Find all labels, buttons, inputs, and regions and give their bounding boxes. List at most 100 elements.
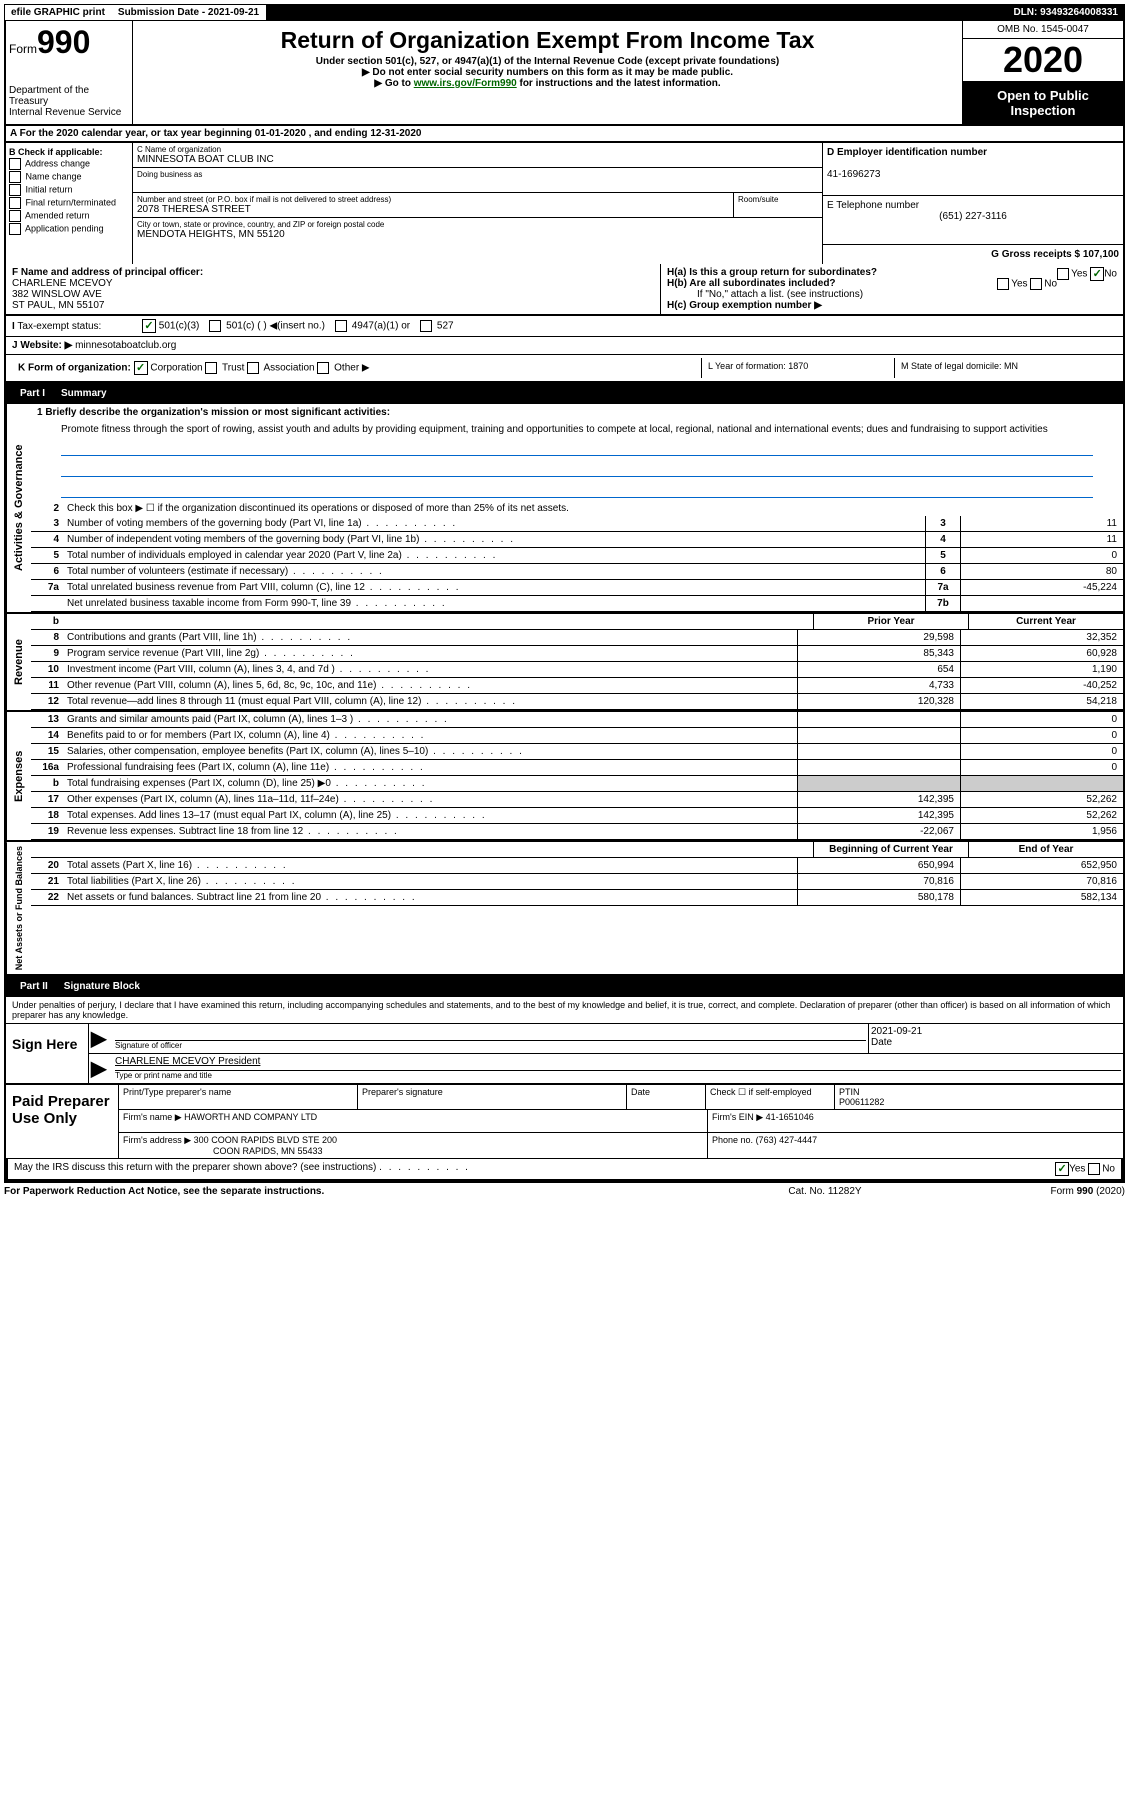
f-officer-addr2: ST PAUL, MN 55107 bbox=[12, 300, 104, 311]
m-state: M State of legal domicile: MN bbox=[894, 358, 1117, 378]
k-form-org: K Form of organization: ✓ Corporation Tr… bbox=[12, 358, 701, 378]
table-row: 12Total revenue—add lines 8 through 11 (… bbox=[31, 694, 1123, 710]
j-website[interactable]: minnesotaboatclub.org bbox=[75, 340, 176, 351]
omb-number: OMB No. 1545-0047 bbox=[963, 21, 1123, 39]
i-label: I Tax-exempt status: bbox=[12, 321, 132, 332]
j-website-label: Website: ▶ bbox=[20, 340, 72, 351]
table-row: Net unrelated business taxable income fr… bbox=[31, 596, 1123, 612]
cat-no: Cat. No. 11282Y bbox=[725, 1186, 925, 1197]
dba-label: Doing business as bbox=[137, 170, 818, 179]
pp-name-label: Print/Type preparer's name bbox=[119, 1085, 358, 1109]
table-row: 14Benefits paid to or for members (Part … bbox=[31, 728, 1123, 744]
table-row: 19Revenue less expenses. Subtract line 1… bbox=[31, 824, 1123, 840]
ha-row: H(a) Is this a group return for subordin… bbox=[667, 267, 1117, 278]
officer-name-title: CHARLENE MCEVOY President bbox=[115, 1056, 1121, 1071]
type-print-label: Type or print name and title bbox=[115, 1071, 1121, 1080]
f-officer-name: CHARLENE MCEVOY bbox=[12, 278, 113, 289]
firm-ein: Firm's EIN ▶ 41-1651046 bbox=[708, 1110, 1123, 1132]
side-activities: Activities & Governance bbox=[6, 404, 31, 612]
instr-ssn: ▶ Do not enter social security numbers o… bbox=[137, 67, 958, 78]
sign-here: Sign Here bbox=[6, 1024, 89, 1083]
form-number: Form990 bbox=[9, 24, 129, 61]
ptin: PTINP00611282 bbox=[835, 1085, 1123, 1109]
dept-treasury: Department of the Treasury bbox=[9, 85, 129, 107]
col-prior: Prior Year bbox=[813, 614, 968, 629]
f-officer-addr1: 382 WINSLOW AVE bbox=[12, 289, 102, 300]
col-begin: Beginning of Current Year bbox=[813, 842, 968, 857]
tax-501c3[interactable]: ✓ 501(c)(3) bbox=[142, 319, 199, 333]
blank-line bbox=[61, 481, 1093, 498]
arrow-icon: ▶ bbox=[89, 1024, 113, 1053]
discuss-yes-no[interactable]: ✓Yes No bbox=[1055, 1162, 1115, 1176]
pp-date-label: Date bbox=[627, 1085, 706, 1109]
table-row: 5Total number of individuals employed in… bbox=[31, 548, 1123, 564]
table-row: 16aProfessional fundraising fees (Part I… bbox=[31, 760, 1123, 776]
form-title: Return of Organization Exempt From Incom… bbox=[137, 27, 958, 54]
pp-check[interactable]: Check ☐ if self-employed bbox=[706, 1085, 835, 1109]
efile-print[interactable]: efile GRAPHIC print bbox=[5, 5, 112, 20]
check-amended[interactable]: Amended return bbox=[9, 210, 129, 222]
hc-row: H(c) Group exemption number ▶ bbox=[667, 300, 1117, 311]
form-subtitle: Under section 501(c), 527, or 4947(a)(1)… bbox=[137, 56, 958, 67]
table-row: 22Net assets or fund balances. Subtract … bbox=[31, 890, 1123, 906]
tax-527[interactable]: 527 bbox=[420, 320, 453, 332]
submission-date: Submission Date - 2021-09-21 bbox=[112, 5, 266, 20]
side-expenses: Expenses bbox=[6, 712, 31, 840]
sig-date: 2021-09-21 bbox=[871, 1026, 1121, 1037]
firm-name: Firm's name ▶ HAWORTH AND COMPANY LTD bbox=[119, 1110, 708, 1132]
paperwork-notice: For Paperwork Reduction Act Notice, see … bbox=[4, 1186, 725, 1197]
irs: Internal Revenue Service bbox=[9, 107, 129, 118]
d-ein-value: 41-1696273 bbox=[827, 169, 880, 180]
side-revenue: Revenue bbox=[6, 614, 31, 710]
street-label: Number and street (or P.O. box if mail i… bbox=[137, 195, 729, 204]
part2-header: Part II Signature Block bbox=[4, 976, 1125, 997]
instr-link: ▶ Go to www.irs.gov/Form990 for instruct… bbox=[137, 78, 958, 89]
c-name-value: MINNESOTA BOAT CLUB INC bbox=[137, 154, 818, 165]
irs-link[interactable]: www.irs.gov/Form990 bbox=[414, 78, 517, 89]
table-row: bTotal fundraising expenses (Part IX, co… bbox=[31, 776, 1123, 792]
table-row: 13Grants and similar amounts paid (Part … bbox=[31, 712, 1123, 728]
pp-sig-label: Preparer's signature bbox=[358, 1085, 627, 1109]
line1-label: 1 Briefly describe the organization's mi… bbox=[37, 407, 390, 418]
tax-4947[interactable]: 4947(a)(1) or bbox=[335, 320, 410, 332]
blank-line bbox=[61, 460, 1093, 477]
check-pending[interactable]: Application pending bbox=[9, 223, 129, 235]
sig-declaration: Under penalties of perjury, I declare th… bbox=[6, 997, 1123, 1023]
table-row: 11Other revenue (Part VIII, column (A), … bbox=[31, 678, 1123, 694]
arrow-icon: ▶ bbox=[89, 1054, 113, 1083]
city-value: MENDOTA HEIGHTS, MN 55120 bbox=[137, 229, 818, 240]
tax-501c[interactable]: 501(c) ( ) ◀(insert no.) bbox=[209, 320, 325, 332]
j-label: J bbox=[12, 340, 18, 351]
check-initial[interactable]: Initial return bbox=[9, 184, 129, 196]
f-officer-label: F Name and address of principal officer: bbox=[12, 267, 203, 278]
hb-row: H(b) Are all subordinates included? Yes … bbox=[667, 278, 1117, 289]
table-row: 10Investment income (Part VIII, column (… bbox=[31, 662, 1123, 678]
part1-header: Part I Summary bbox=[4, 383, 1125, 404]
line2: Check this box ▶ ☐ if the organization d… bbox=[63, 501, 1123, 516]
col-current: Current Year bbox=[968, 614, 1123, 629]
table-row: 4Number of independent voting members of… bbox=[31, 532, 1123, 548]
c-name-label: C Name of organization bbox=[137, 145, 818, 154]
tax-year: 2020 bbox=[963, 39, 1123, 82]
e-phone-label: E Telephone number bbox=[827, 200, 919, 211]
city-label: City or town, state or province, country… bbox=[137, 220, 818, 229]
table-row: 7aTotal unrelated business revenue from … bbox=[31, 580, 1123, 596]
form-page: Form 990 (2020) bbox=[925, 1186, 1125, 1197]
blank-line bbox=[61, 439, 1093, 456]
hb-note: If "No," attach a list. (see instruction… bbox=[667, 289, 1117, 300]
check-final[interactable]: Final return/terminated bbox=[9, 197, 129, 209]
table-row: 8Contributions and grants (Part VIII, li… bbox=[31, 630, 1123, 646]
table-row: 3Number of voting members of the governi… bbox=[31, 516, 1123, 532]
row-a-period: A For the 2020 calendar year, or tax yea… bbox=[4, 126, 1125, 143]
table-row: 20Total assets (Part X, line 16)650,9946… bbox=[31, 858, 1123, 874]
table-row: 6Total number of volunteers (estimate if… bbox=[31, 564, 1123, 580]
sig-officer-label: Signature of officer bbox=[115, 1041, 866, 1050]
table-row: 9Program service revenue (Part VIII, lin… bbox=[31, 646, 1123, 662]
table-row: 18Total expenses. Add lines 13–17 (must … bbox=[31, 808, 1123, 824]
header-bar: efile GRAPHIC print Submission Date - 20… bbox=[4, 4, 1125, 21]
e-phone-value: (651) 227-3116 bbox=[827, 211, 1119, 222]
check-name[interactable]: Name change bbox=[9, 171, 129, 183]
check-address[interactable]: Address change bbox=[9, 158, 129, 170]
paid-preparer: Paid Preparer Use Only bbox=[6, 1085, 118, 1158]
room-suite: Room/suite bbox=[734, 193, 822, 217]
